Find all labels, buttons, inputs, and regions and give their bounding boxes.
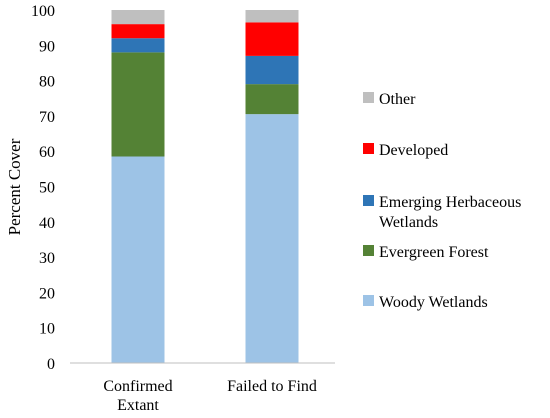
- x-tick-label: Confirmed Extant: [103, 378, 172, 414]
- y-axis-ticks: 0 10 20 30 40 50 60 70 80 90 100: [31, 3, 55, 373]
- legend-label: Developed: [379, 142, 448, 159]
- bar-segment: [245, 114, 299, 363]
- y-tick-label: 0: [47, 356, 55, 373]
- y-tick-label: 50: [39, 180, 55, 197]
- legend-swatch: [363, 92, 374, 103]
- legend-swatch: [363, 245, 374, 256]
- y-tick-label: 40: [39, 215, 55, 232]
- y-tick-label: 100: [31, 3, 55, 20]
- legend-label: Other: [379, 91, 416, 108]
- bar-segment: [245, 22, 299, 56]
- legend-swatch: [363, 143, 374, 154]
- bar-segment: [111, 52, 165, 157]
- x-tick-label: Failed to Find: [227, 378, 317, 395]
- bar-segment: [111, 10, 165, 25]
- y-axis-title-group: Percent Cover: [5, 138, 24, 235]
- y-tick-label: 80: [39, 74, 55, 91]
- y-tick-label: 20: [39, 285, 55, 302]
- y-tick-label: 30: [39, 250, 55, 267]
- legend-swatch: [363, 295, 374, 306]
- bar-segment: [245, 55, 299, 85]
- y-tick-label: 10: [39, 321, 55, 338]
- plot-area: [70, 10, 335, 364]
- bar-segment: [111, 24, 165, 39]
- legend-label: Evergreen Forest: [379, 244, 489, 261]
- y-tick-label: 70: [39, 109, 55, 126]
- legend-label: Emerging Herbaceous Wetlands: [379, 194, 521, 231]
- y-tick-label: 90: [39, 38, 55, 55]
- legend-label: Woody Wetlands: [379, 294, 488, 311]
- y-axis-title: Percent Cover: [5, 138, 24, 235]
- x-axis-labels: Confirmed Extant Failed to Find: [103, 378, 317, 414]
- legend: Other Developed Emerging Herbaceous Wetland…: [363, 91, 521, 311]
- bar-segment: [245, 84, 299, 115]
- bar-segment: [111, 38, 165, 53]
- legend-swatch: [363, 195, 374, 206]
- bar-segment: [111, 156, 165, 363]
- bar-segment: [245, 10, 299, 23]
- y-tick-label: 60: [39, 144, 55, 161]
